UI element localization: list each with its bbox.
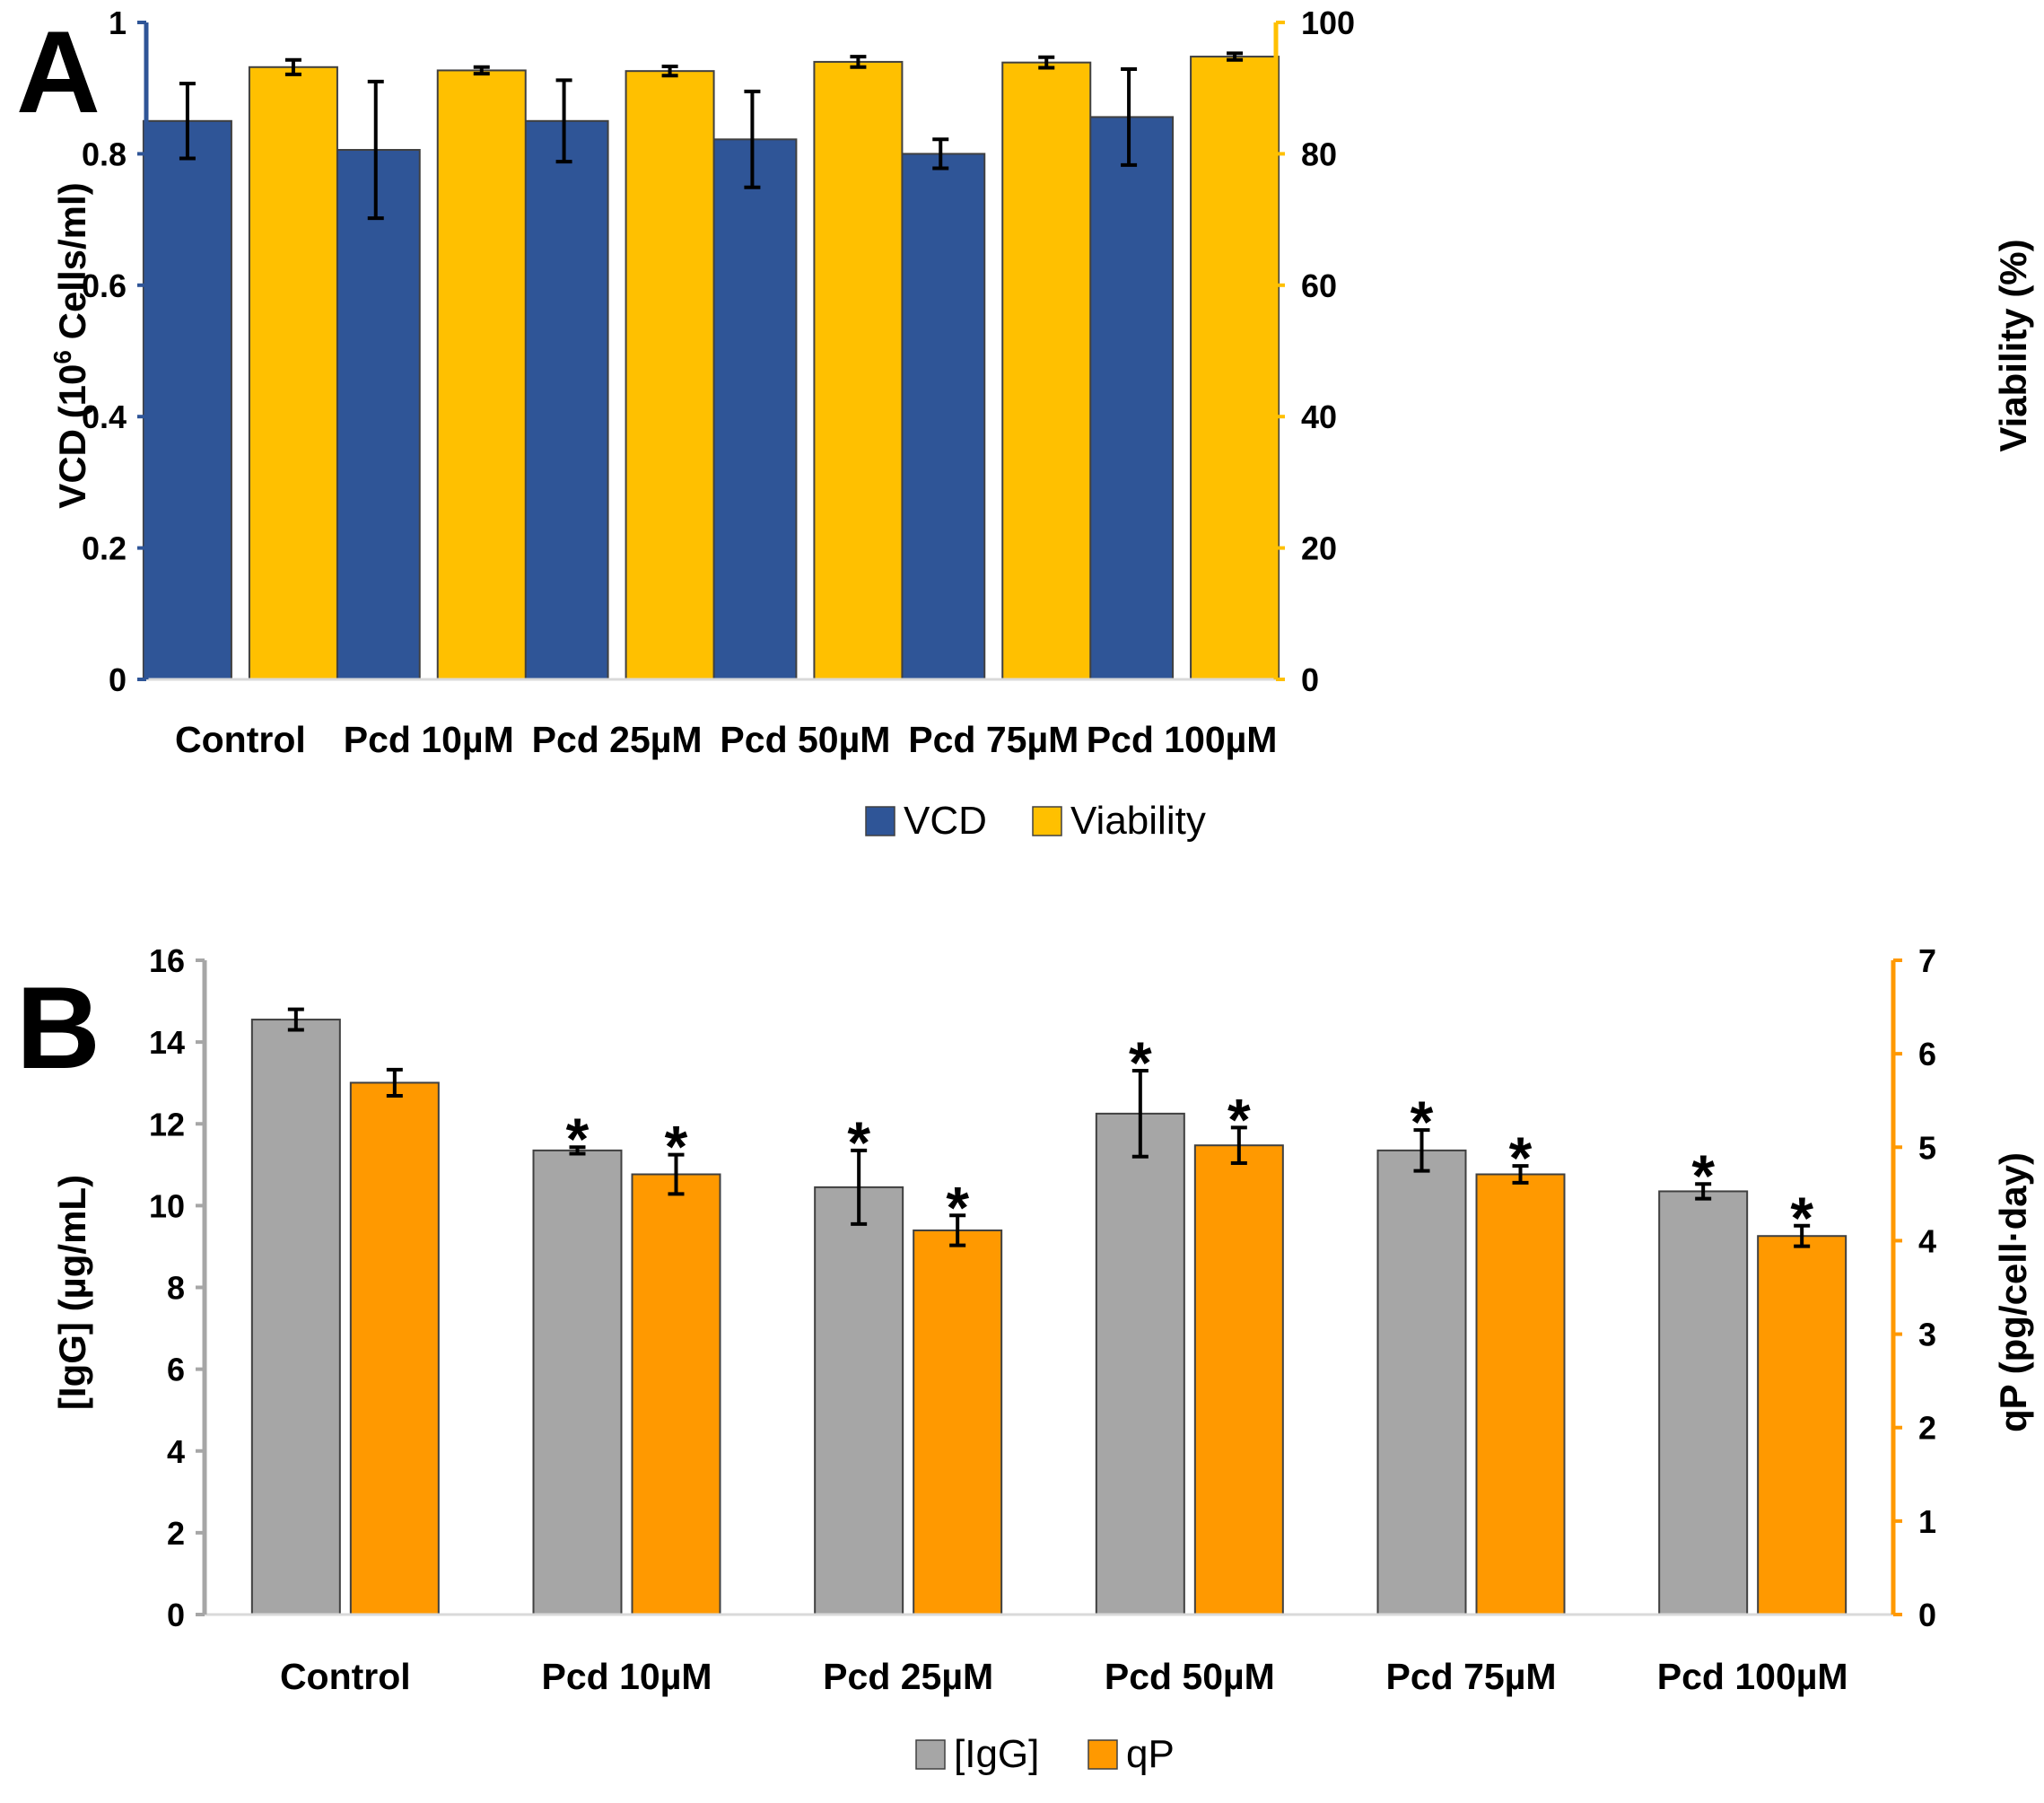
panel-b-legend-label: [IgG] [954,1732,1039,1776]
panel-b-left-tick-label: 0 [167,1597,185,1633]
panel-b-right-axis-title: qP (pg/cell·day) [1992,1152,2034,1432]
panel-a-legend-label: VCD [904,799,987,843]
panel-a-bar-s2 [1190,56,1280,680]
panel-b-bar-s1 [1095,1112,1185,1615]
panel-b-category-label: Pcd 25µM [823,1656,993,1697]
panel-b-right-tick-label: 0 [1918,1597,1936,1633]
panel-a-category-label: Pcd 50µM [720,719,890,760]
panel-a-category-label: Pcd 75µM [908,719,1079,760]
panel-b-right-tick-label: 1 [1918,1503,1936,1540]
panel-b-bar-s2 [1757,1235,1847,1615]
panel-b-left-axis-title: [IgG] (µg/mL) [51,1175,93,1410]
panel-a-letter: A [16,6,100,137]
panel-b-significance-marker: * [1227,1086,1251,1152]
panel-a-category-label: Pcd 100µM [1087,719,1278,760]
panel-b-left-tick-label: 8 [167,1270,185,1307]
panel-b-category-label: Pcd 50µM [1105,1656,1275,1697]
panel-b-significance-marker: * [665,1114,688,1180]
panel-a-bar-s1 [1084,116,1175,680]
panel-b-right-tick-label: 3 [1918,1317,1936,1353]
panel-a-bar-s2 [625,70,715,680]
panel-b-significance-marker: * [946,1174,969,1240]
panel-a-bar-s2 [1001,61,1092,681]
panel-b-category-label: Pcd 10µM [542,1656,712,1697]
panel-a-bar-s1 [142,119,232,681]
panel-b-left-tick-label: 14 [149,1024,185,1061]
panel-b-category-label: Pcd 100µM [1657,1656,1848,1697]
panel-b-bar-s1 [1658,1190,1749,1615]
panel-b-bar-s1 [1376,1149,1467,1615]
panel-b-right-tick-label: 5 [1918,1129,1936,1166]
panel-b-right-tick-label: 2 [1918,1410,1936,1447]
panel-a-right-axis-title: Viability (%) [1992,239,2034,451]
panel-b-bar-s1 [814,1186,904,1615]
panel-a-right-tick-label: 100 [1301,4,1355,41]
panel-b-bar-s2 [349,1081,440,1615]
panel-b-significance-marker: * [847,1109,870,1176]
panel-b-significance-marker: * [1790,1185,1813,1251]
panel-a-bar-s2 [436,69,527,681]
panel-b-significance-marker: * [1129,1029,1152,1096]
panel-a-right-tick-label: 80 [1301,136,1337,172]
panel-a-right-tick-label: 0 [1301,661,1319,698]
panel-b-category-label: Control [280,1656,411,1697]
panel-a-legend-swatch [865,806,895,836]
panel-a-category-label: Pcd 25µM [532,719,703,760]
panel-a-category-label: Pcd 10µM [344,719,514,760]
panel-b-right-tick-label: 7 [1918,942,1936,979]
panel-b-significance-marker: * [566,1106,590,1172]
panel-a-left-tick-label: 0 [109,661,127,698]
panel-a-left-tick-label: 0.4 [82,398,127,435]
panel-b-left-tick-label: 6 [167,1352,185,1388]
panel-a-bar-s1 [707,138,798,680]
panel-b-letter: B [16,962,100,1093]
panel-a-right-tick-label: 20 [1301,530,1337,567]
panel-a-left-tick-label: 0.6 [82,267,127,304]
panel-a-bar-s1 [330,149,421,680]
panel-a-bar-s2 [813,60,904,681]
panel-a-left-axis-title: VCD (106 Cells/ml) [48,182,93,508]
panel-b-bar-s2 [631,1173,721,1616]
panel-a-left-tick-label: 0.8 [82,136,127,172]
panel-a-bar-s2 [248,66,338,680]
panel-b-category-label: Pcd 75µM [1386,1656,1557,1697]
panel-b-bar-s1 [250,1019,341,1616]
panel-b-bar-s2 [913,1229,1003,1616]
panel-b-significance-marker: * [1509,1125,1533,1191]
panel-b-left-tick-label: 12 [149,1106,185,1142]
panel-b-bar-s1 [532,1149,623,1615]
panel-a-legend-swatch [1032,806,1062,836]
panel-b-left-tick-label: 4 [167,1433,185,1470]
panel-a-left-tick-label: 0.2 [82,530,127,567]
panel-b-chart: B [IgG] (µg/mL) qP (pg/cell·day) * * * * * * *… [16,942,2034,1776]
panel-b-right-tick-label: 4 [1918,1222,1936,1259]
panel-b-right-tick-label: 6 [1918,1036,1936,1072]
panel-b-left-tick-label: 16 [149,942,185,979]
panel-a-legend-label: Viability [1070,799,1206,843]
panel-b-legend-swatch [1088,1739,1118,1770]
panel-b-left-tick-label: 2 [167,1515,185,1552]
panel-b-bar-s2 [1193,1144,1284,1615]
panel-b-legend-swatch [915,1739,946,1770]
panel-a-right-tick-label: 60 [1301,267,1337,304]
panel-b-left-tick-label: 10 [149,1187,185,1224]
panel-a-category-label: Control [175,719,306,760]
panel-a-bar-s1 [895,153,986,680]
panel-a-right-tick-label: 40 [1301,398,1337,435]
panel-b-significance-marker: * [1411,1089,1434,1155]
panel-a-left-tick-label: 1 [109,4,127,41]
panel-a-bar-s1 [519,119,609,681]
panel-a-chart: A VCD (106 Cells/ml) Viability (%) 0 0.2 0… [16,4,2034,843]
panel-b-bar-s2 [1475,1173,1566,1616]
panel-b-legend-label: qP [1126,1732,1175,1776]
panel-b-significance-marker: * [1691,1142,1715,1209]
